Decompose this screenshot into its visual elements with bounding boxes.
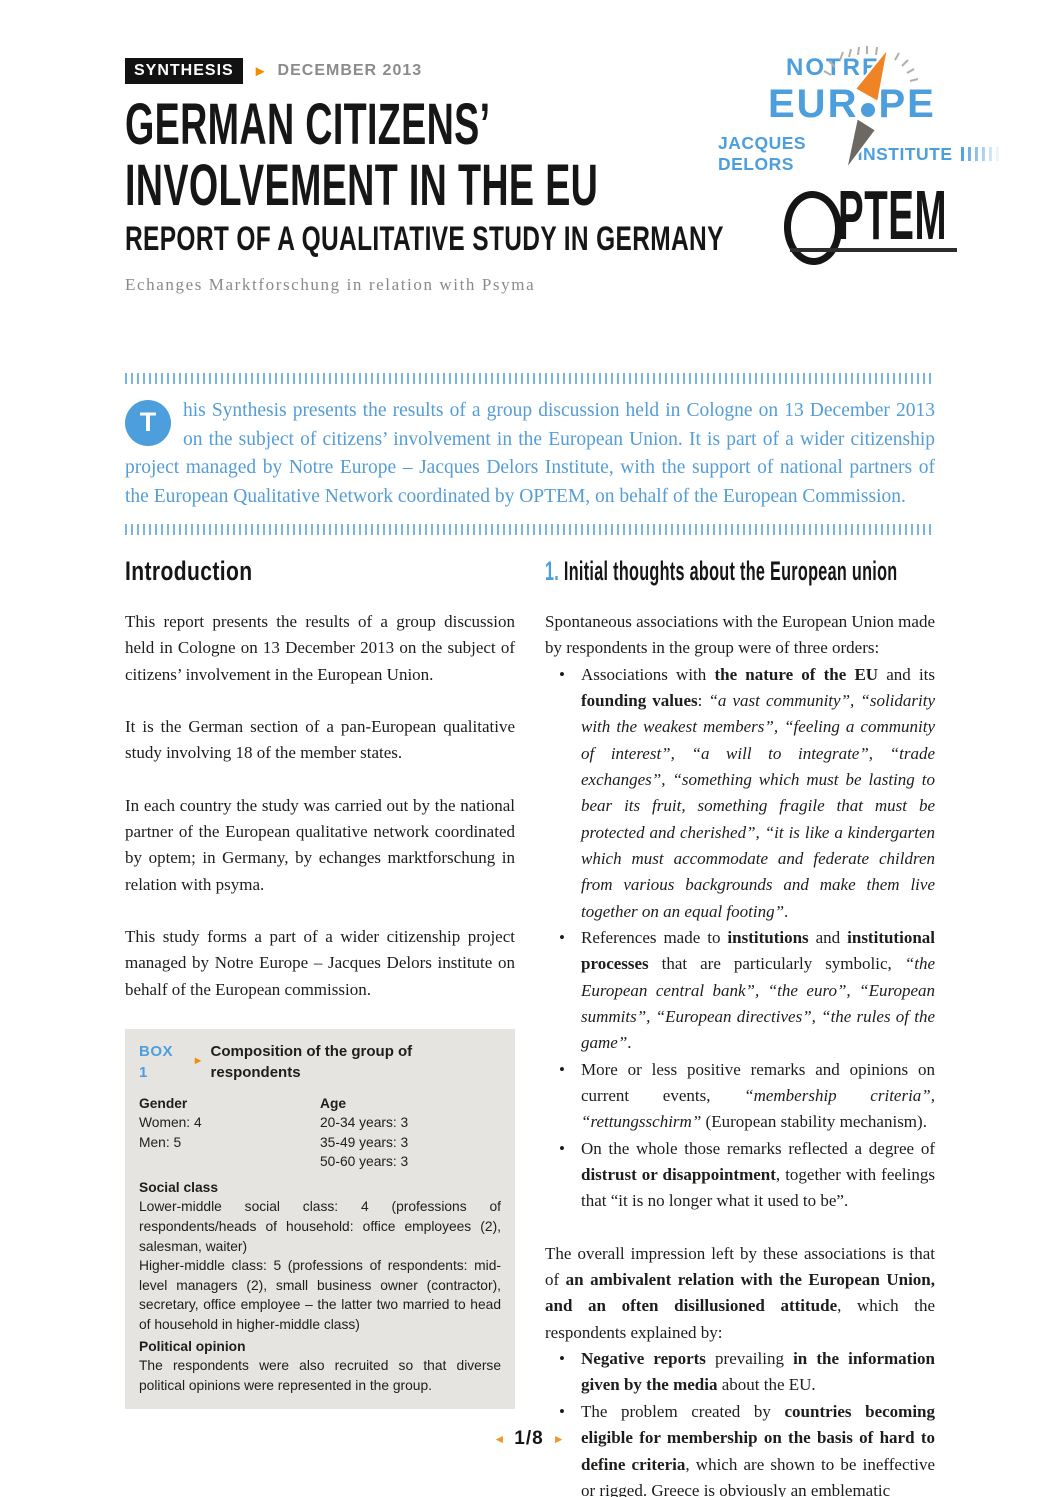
optem-underline [790, 248, 957, 252]
jacques-delors-text: JACQUES DELORS [718, 133, 807, 174]
dotted-rule-top [125, 373, 935, 384]
dotted-rule-bottom [125, 523, 935, 535]
next-page-icon: ► [552, 1432, 565, 1446]
age-line: 50-60 years: 3 [320, 1154, 409, 1170]
title-subtitle: REPORT OF A QUALITATIVE STUDY IN GERMANY [125, 219, 724, 258]
institute-text: INSTITUTE [857, 143, 953, 164]
europe-text: EUR PE [768, 84, 1002, 124]
right-column: 1. Initial thoughts about the European u… [545, 551, 935, 1497]
age-line: 35-49 years: 3 [320, 1134, 409, 1150]
bullet-item: On the whole those remarks reflected a d… [545, 1136, 935, 1215]
age-line: 20-34 years: 3 [320, 1115, 409, 1131]
political-opinion-heading: Political opinion [139, 1338, 246, 1354]
bullet-item: The problem created by countries becomin… [545, 1399, 935, 1497]
dropcap: T [125, 400, 171, 446]
box-1-header: BOX 1 ► Composition of the group of resp… [139, 1041, 501, 1084]
page-footer: ◄ 1/8 ► [0, 1428, 1058, 1450]
gender-block: Gender Women: 4 Men: 5 [139, 1092, 320, 1172]
bullet-list: Negative reports prevailing in the infor… [545, 1346, 935, 1497]
arrow-right-icon: ► [252, 62, 268, 80]
arrow-right-icon: ► [192, 1055, 204, 1068]
optem-logo: PTEM [782, 180, 972, 276]
masthead: SYNTHESIS ► DECEMBER 2013 GERMAN CITIZEN… [125, 58, 805, 295]
body-columns: Introduction This report presents the re… [125, 551, 935, 1497]
notre-text: NOTRE [786, 54, 880, 81]
paragraph: Spontaneous associations with the Europe… [545, 611, 935, 658]
box-1-title: Composition of the group of respondents [210, 1042, 413, 1082]
paragraph: It is the German section of a pan-Europe… [125, 716, 515, 763]
box-1-grid: Gender Women: 4 Men: 5 Age 20-34 years: … [139, 1092, 501, 1172]
section-1-heading: 1. Initial thoughts about the European u… [545, 551, 898, 593]
synthesis-label: SYNTHESIS [125, 58, 243, 84]
age-heading: Age [320, 1095, 347, 1111]
page-number: 1/8 [514, 1428, 544, 1449]
section-number: 1. [545, 556, 560, 586]
page-title: GERMAN CITIZENS’ INVOLVEMENT IN THE EU R… [125, 94, 805, 259]
social-class-heading: Social class [139, 1179, 219, 1195]
gender-heading: Gender [139, 1095, 188, 1111]
paragraph: This report presents the results of a gr… [125, 611, 515, 684]
social-class-line: Higher-middle class: 5 (professions of r… [139, 1258, 501, 1332]
lede-text: his Synthesis presents the results of a … [125, 400, 935, 507]
political-opinion-text: The respondents were also recruited so t… [139, 1358, 501, 1393]
europe-text-right: PE [878, 82, 936, 126]
prev-page-icon: ◄ [493, 1432, 506, 1446]
notre-europe-logo: NOTRE EUR PE JACQUES DELORS INSTITUTE [690, 42, 1002, 182]
institute-bars-decoration [960, 147, 1002, 161]
paragraph: This study forms a part of a wider citiz… [125, 926, 515, 999]
jacques-delors-institute-text: JACQUES DELORS INSTITUTE [718, 133, 1002, 175]
age-block: Age 20-34 years: 3 35-49 years: 3 50-60 … [320, 1092, 501, 1172]
box-1-label: BOX 1 [139, 1042, 174, 1082]
bullet-item: More or less positive remarks and opinio… [545, 1057, 935, 1136]
section-title: Initial thoughts about the European unio… [563, 556, 898, 586]
paragraph: In each country the study was carried ou… [125, 795, 515, 894]
compass-dot-icon [861, 103, 876, 117]
issue-date: DECEMBER 2013 [277, 62, 423, 79]
optem-o-shape [782, 189, 844, 267]
social-class-line: Lower-middle social class: 4 (profession… [139, 1199, 501, 1254]
bullet-item: References made to institutions and inst… [545, 925, 935, 1057]
bullet-item: Associations with the nature of the EU a… [545, 662, 935, 925]
title-line-2: INVOLVEMENT IN THE EU [125, 153, 599, 219]
left-column: Introduction This report presents the re… [125, 551, 515, 1497]
europe-text-left: EUR [768, 82, 859, 126]
bullet-list: Associations with the nature of the EU a… [545, 662, 935, 1215]
optem-text: PTEM [838, 176, 948, 254]
bullet-item: Negative reports prevailing in the infor… [545, 1346, 935, 1399]
gender-line: Women: 4 [139, 1115, 202, 1131]
box-1-respondents: BOX 1 ► Composition of the group of resp… [125, 1028, 515, 1410]
byline: Echanges Marktforschung in relation with… [125, 275, 536, 295]
title-line-1: GERMAN CITIZENS’ [125, 92, 491, 157]
gender-line: Men: 5 [139, 1134, 182, 1150]
kicker-row: SYNTHESIS ► DECEMBER 2013 [125, 58, 805, 84]
introduction-heading: Introduction [125, 556, 253, 586]
paragraph: The overall impression left by these ass… [545, 1243, 935, 1342]
